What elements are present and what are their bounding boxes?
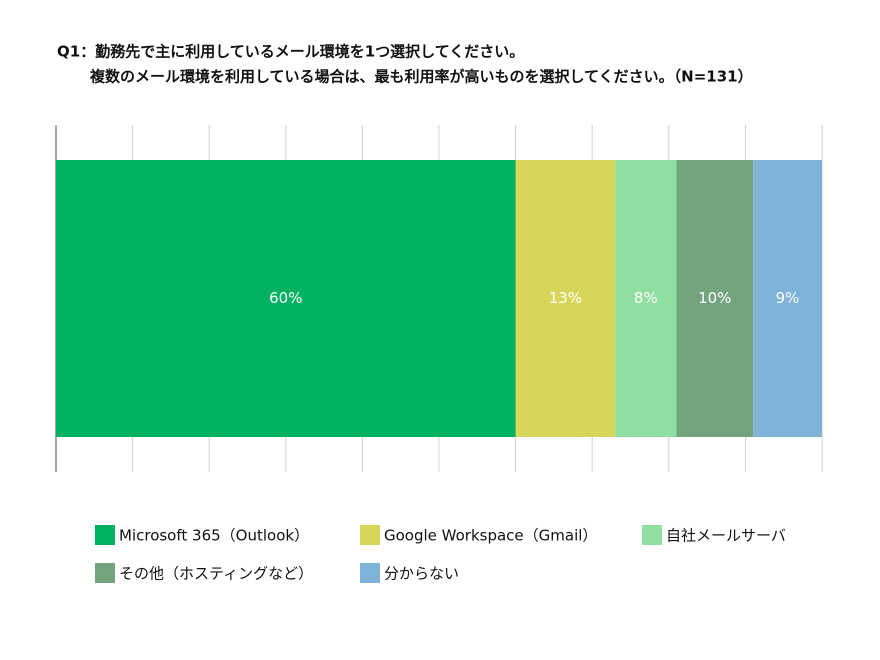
legend-swatch [95, 563, 115, 583]
legend-label: Microsoft 365（Outlook） [119, 527, 309, 545]
legend-label: その他（ホスティングなど） [119, 565, 313, 583]
chart-subtitle: 複数のメール環境を利用している場合は、最も利用率が高いものを選択してください。（… [89, 68, 753, 86]
legend-swatch [360, 563, 380, 583]
legend-swatch [95, 525, 115, 545]
legend-label: Google Workspace（Gmail） [384, 527, 597, 545]
bar-segment [753, 160, 822, 437]
value-label: 10% [698, 289, 731, 307]
bar-segment [515, 160, 616, 437]
bar-segment [615, 160, 677, 437]
legend-swatch [642, 525, 662, 545]
chart-title: Q1：勤務先で主に利用しているメール環境を1つ選択してください。 [57, 43, 524, 61]
bar-segment [676, 160, 754, 437]
value-label: 8% [634, 289, 658, 307]
legend-label: 自社メールサーバ [666, 527, 786, 545]
legend-swatch [360, 525, 380, 545]
value-label: 60% [269, 289, 302, 307]
legend-label: 分からない [384, 565, 459, 583]
value-label: 13% [549, 289, 582, 307]
value-label: 9% [776, 289, 800, 307]
bar-segment [56, 160, 516, 437]
